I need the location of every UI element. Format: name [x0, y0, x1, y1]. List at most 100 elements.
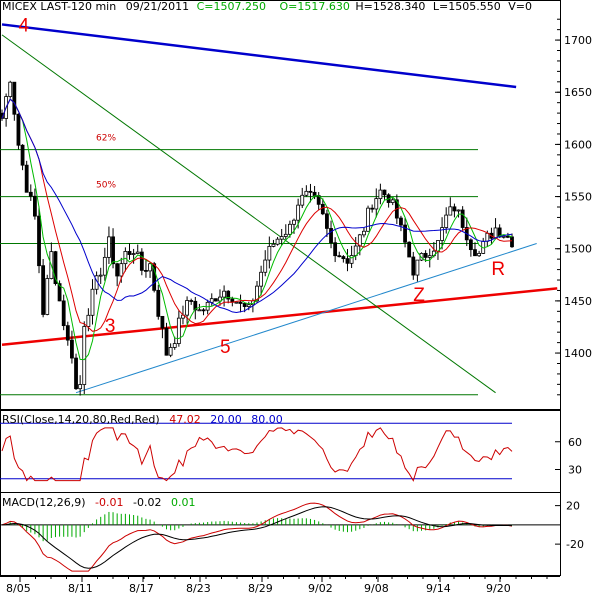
candle-body [16, 113, 21, 146]
macd-hist: 0.01 [171, 496, 196, 509]
candle-body [123, 251, 128, 265]
candle-body [370, 207, 375, 210]
candle-body [263, 259, 268, 273]
candle-body [201, 309, 206, 312]
rsi-low-level: 20.00 [210, 413, 242, 426]
x-tick-label-0: 8/05 [6, 582, 31, 595]
candle-body [399, 217, 403, 226]
candle-body [218, 296, 222, 302]
candle-body [345, 258, 350, 264]
candle-body [238, 301, 243, 304]
rsi-tick-label-60: 60 [568, 436, 582, 449]
header-low: L=1505.550 [433, 0, 501, 13]
rsi-value: 47.02 [169, 413, 201, 426]
candle-body [304, 190, 309, 196]
candle-body [275, 238, 280, 245]
macd-line [1, 502, 513, 572]
rsi-high-level: 80.00 [251, 413, 283, 426]
candle-body [312, 191, 317, 196]
candle-body [222, 290, 226, 298]
candle-body [98, 274, 103, 277]
candle-body [283, 233, 288, 237]
price-tick-label-1450: 1450 [564, 295, 592, 308]
candle-body [452, 206, 457, 212]
candle-body [505, 235, 510, 238]
candle-body [366, 207, 370, 232]
x-tick-label-2: 8/17 [129, 582, 154, 595]
candle-body [156, 289, 161, 317]
macd-tick-label--20: -20 [566, 538, 584, 551]
candle-body [362, 230, 366, 236]
candle-body [41, 265, 46, 315]
candle-body [329, 228, 333, 244]
macd-signal: -0.02 [133, 496, 161, 509]
candle-body [308, 190, 313, 193]
price-tick-label-1650: 1650 [564, 86, 592, 99]
candle-body [493, 227, 498, 239]
candle-body [53, 251, 58, 285]
annotation-R: R [491, 259, 505, 280]
header-high: H=1528.340 [355, 0, 425, 13]
candle-body [139, 251, 144, 271]
candle-body [8, 81, 13, 97]
annotation-3: 3 [105, 316, 116, 337]
candle-body [160, 315, 165, 329]
trend-line-3 [1, 287, 558, 346]
candle-body [70, 339, 74, 359]
candle-body [267, 245, 272, 261]
header-date: 09/21/2011 [126, 0, 189, 13]
candle-body [90, 288, 95, 316]
candle-body [460, 209, 465, 228]
candle-body [82, 326, 87, 385]
price-layer: 62% 50% 4 3 5 Z R [0, 16, 558, 396]
level-label-0: 62% [96, 134, 116, 144]
candle-body [440, 227, 444, 241]
candle-body [353, 245, 358, 256]
candle-body [423, 252, 428, 258]
candle-body [74, 357, 78, 390]
candle-body [279, 236, 284, 240]
candle-body [189, 300, 194, 302]
candle-body [65, 325, 70, 341]
candle-body [477, 253, 481, 257]
candle-body [119, 263, 124, 277]
candle-body [288, 223, 292, 235]
candle-body [444, 214, 449, 228]
candle-body [403, 224, 407, 243]
candle-body [341, 256, 346, 260]
x-tick-label-7: 9/14 [426, 582, 451, 595]
svg-text:MICEX LAST-120 min 09/21/2: MICEX LAST-120 min 09/21/2011 C=1507.250… [2, 0, 532, 13]
candle-body [24, 164, 29, 193]
candle-body [111, 236, 115, 265]
rsi-tick-label-30: 30 [568, 464, 582, 477]
candle-body [226, 290, 231, 300]
annotation-5: 5 [220, 337, 231, 358]
macd-signal-line [1, 506, 513, 569]
candle-body [197, 309, 202, 312]
price-tick-label-1500: 1500 [564, 243, 592, 256]
candle-body [127, 251, 132, 255]
trend-line-blue-support [75, 243, 537, 394]
candle-body [325, 213, 329, 229]
trend-line-4 [1, 23, 517, 89]
candle-body [12, 81, 17, 115]
rsi-layer: 60 30 [0, 422, 582, 482]
candle-body [185, 300, 189, 316]
candle-body [468, 239, 473, 251]
candle-body [485, 232, 490, 242]
x-tick-label-6: 9/08 [364, 582, 389, 595]
rsi-line [1, 427, 513, 482]
candle-body [378, 189, 383, 200]
candle-body [78, 384, 83, 390]
macd-title: MACD(12,26,9) [2, 496, 86, 509]
price-tick-label-1600: 1600 [564, 138, 592, 151]
level-label-1: 50% [96, 181, 116, 191]
candle-body [61, 300, 66, 327]
macd-value: -0.01 [95, 496, 123, 509]
candle-body [168, 347, 173, 356]
macd-layer: 20 -20 [0, 500, 584, 572]
candle-body [152, 263, 157, 291]
moving-average-20 [1, 98, 513, 314]
header-volume: V=0 [508, 0, 532, 13]
candle-body [374, 198, 379, 210]
